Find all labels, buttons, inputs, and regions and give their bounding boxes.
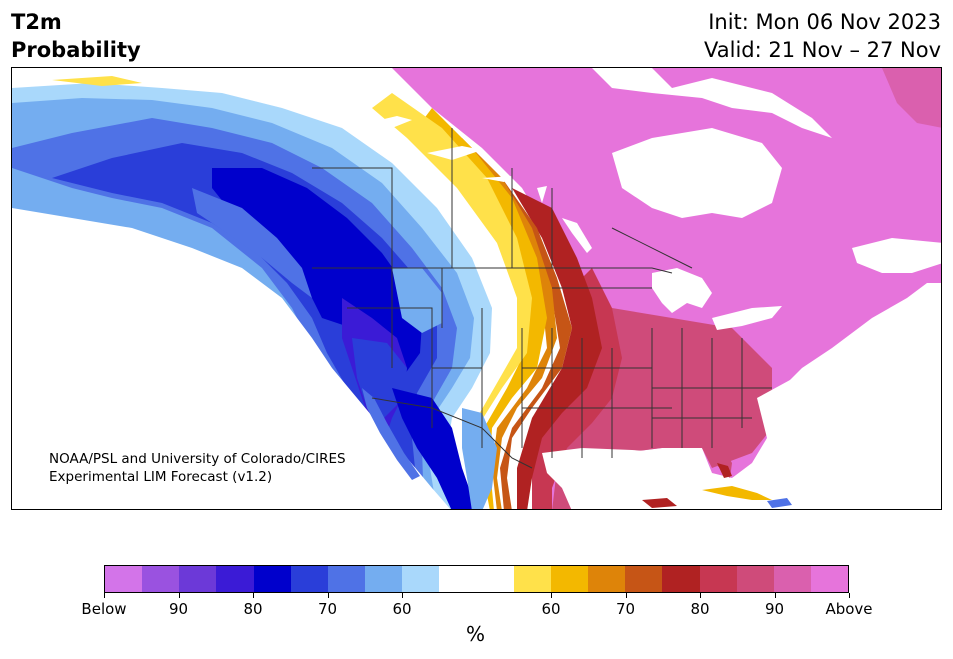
us-state-lines-east	[651, 328, 772, 448]
colorbar-tick-mark	[179, 593, 180, 598]
colorbar	[104, 565, 849, 593]
colorbar-unit: %	[466, 622, 486, 646]
region-below-west-pale	[392, 268, 442, 333]
lake-athabasca	[482, 176, 512, 182]
province-lines	[312, 128, 693, 269]
region-below-mexico	[392, 388, 477, 509]
colorbar-segment	[625, 566, 663, 592]
title-line-1: T2m	[11, 10, 62, 34]
colorbar-tick-label: 70	[317, 600, 338, 618]
colorbar-segment	[253, 566, 291, 592]
colorbar-segment	[810, 566, 849, 592]
us-state-lines-central	[522, 287, 672, 458]
colorbar-tick-label: 70	[615, 600, 636, 618]
great-lakes	[652, 268, 712, 313]
canada-us-border	[312, 267, 673, 274]
colorbar-segment	[736, 566, 774, 592]
init-date: Init: Mon 06 Nov 2023	[708, 10, 941, 34]
greenland	[882, 68, 941, 128]
colorbar-tick-mark	[104, 593, 105, 598]
colorbar-tick-mark	[402, 593, 403, 598]
region-above-60	[417, 108, 547, 509]
alaska-north	[52, 76, 142, 86]
colorbar-segment	[588, 566, 626, 592]
colorbar-tick-label: 60	[541, 600, 561, 618]
colorbar-tick-label: Above	[825, 600, 873, 618]
colorbar-tick-mark	[551, 593, 552, 598]
great-bear-lake	[427, 146, 482, 160]
colorbar-segment	[365, 566, 403, 592]
colorbar-tick-mark	[328, 593, 329, 598]
colorbar-segment	[439, 566, 477, 592]
credit-line-2: Experimental LIM Forecast (v1.2)	[49, 469, 273, 485]
colorbar-tick-mark	[849, 593, 850, 598]
probability-map	[11, 67, 942, 510]
pacific-ocean	[12, 208, 451, 509]
colorbar-segment	[327, 566, 366, 592]
colorbar-segment	[105, 566, 143, 592]
colorbar-segment	[699, 566, 737, 592]
region-above-65	[442, 138, 557, 509]
colorbar-segment	[550, 566, 589, 592]
credit-line-1: NOAA/PSL and University of Colorado/CIRE…	[49, 451, 346, 467]
alaska-panhandle	[192, 188, 312, 298]
region-above-55	[372, 93, 532, 509]
title-line-2: Probability	[11, 38, 141, 62]
colorbar-segment	[773, 566, 811, 592]
north-america-map	[12, 68, 941, 509]
hispaniola	[767, 498, 792, 508]
gulf-of-mexico	[542, 448, 717, 509]
gulf-stlawrence	[852, 238, 941, 273]
lake-winnipeg	[562, 218, 592, 253]
great-slave-lake	[367, 116, 412, 130]
forecast-dates: Init: Mon 06 Nov 2023 Valid: 21 Nov – 27…	[704, 8, 941, 64]
baja-peninsula	[362, 388, 420, 480]
us-state-lines-west	[347, 268, 523, 448]
region-near-normal	[332, 108, 512, 509]
colorbar-tick-mark	[253, 593, 254, 598]
boundaries	[312, 128, 772, 469]
colorbar-tick-label: 80	[243, 600, 263, 618]
atlantic-ocean	[732, 338, 941, 509]
caribbean-islands	[642, 498, 677, 508]
colorbar-tick-mark	[626, 593, 627, 598]
lake-erie-ontario	[712, 306, 782, 330]
colorbar-segment	[513, 566, 551, 592]
colorbar-tick-label: 80	[690, 600, 710, 618]
data-credit: NOAA/PSL and University of Colorado/CIRE…	[49, 450, 346, 486]
colorbar-segment	[142, 566, 180, 592]
colorbar-segment	[179, 566, 217, 592]
colorbar-segment	[662, 566, 700, 592]
chart-title: T2m Probability	[11, 8, 141, 64]
colorbar-tick-mark	[700, 593, 701, 598]
colorbar-tick-label: 90	[168, 600, 189, 618]
florida-south	[717, 463, 732, 478]
colorbar-tick-label: 60	[392, 600, 412, 618]
arctic-water	[592, 68, 832, 138]
colorbar-tick-label: 90	[764, 600, 785, 618]
cuba	[702, 486, 772, 500]
region-mexico-west	[462, 408, 497, 509]
colorbar-segment	[402, 566, 440, 592]
colorbar-segment	[290, 566, 328, 592]
us-mexico-border	[371, 397, 533, 469]
valid-date: Valid: 21 Nov – 27 Nov	[704, 38, 941, 62]
colorbar-tick-mark	[775, 593, 776, 598]
lake-winnipegosis	[537, 186, 547, 203]
colorbar-segment	[216, 566, 254, 592]
colorbar-segment	[476, 566, 514, 592]
colorbar-tick-label: Below	[81, 600, 127, 618]
hudson-bay	[612, 128, 782, 218]
